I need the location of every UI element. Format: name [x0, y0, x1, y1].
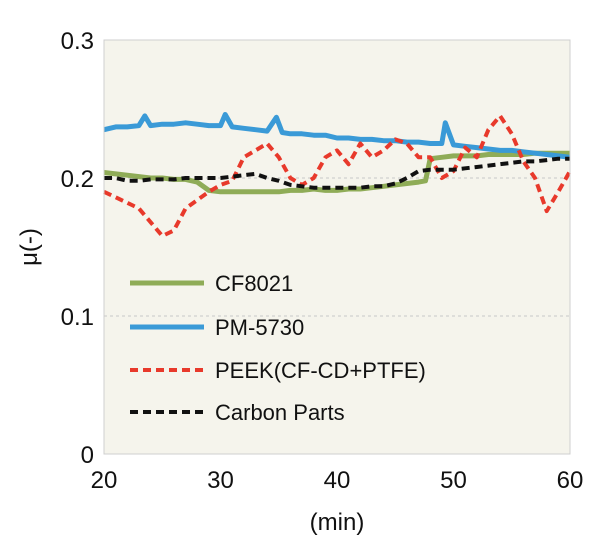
y-tick-label: 0.3	[61, 28, 94, 55]
x-tick-label: 30	[207, 467, 234, 494]
x-tick-label: 60	[557, 467, 584, 494]
series-line-3	[103, 113, 572, 238]
legend-label: Carbon Parts	[215, 400, 345, 425]
series-line-4	[104, 156, 570, 190]
legend-label: PM-5730	[215, 315, 304, 340]
legend: CF8021 PM-5730 PEEK(CF-CD+PTFE) Carbon Part…	[130, 271, 426, 425]
legend-label: CF8021	[215, 271, 293, 296]
series-lines	[103, 112, 572, 238]
x-axis-label: (min)	[310, 509, 365, 536]
series-line-2	[103, 112, 571, 160]
y-axis-label: μ(-)	[16, 228, 43, 266]
tick-labels: 0 0.1 0.2 0.3 20 30 40 50 60	[61, 28, 584, 494]
x-tick-label: 40	[324, 467, 351, 494]
y-tick-label: 0	[81, 442, 94, 469]
y-tick-label: 0.2	[61, 166, 94, 193]
plot-frame	[103, 39, 571, 455]
x-tick-label: 50	[440, 467, 467, 494]
plot-area	[104, 40, 570, 454]
legend-label: PEEK(CF-CD+PTFE)	[215, 358, 426, 383]
x-tick-label: 20	[91, 467, 118, 494]
y-tick-label: 0.1	[61, 304, 94, 331]
